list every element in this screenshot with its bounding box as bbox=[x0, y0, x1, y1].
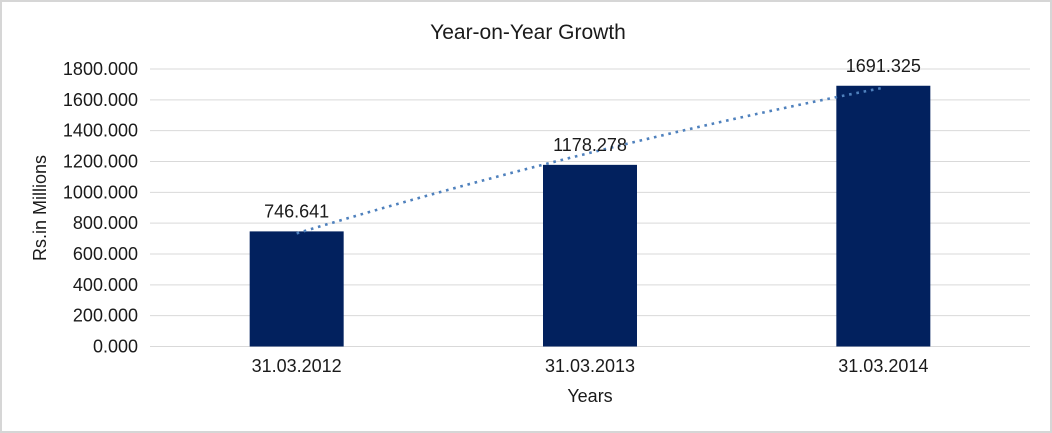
y-tick-label: 200.000 bbox=[73, 306, 138, 326]
category-label: 31.03.2014 bbox=[838, 356, 928, 376]
y-tick-label: 0.000 bbox=[93, 337, 138, 357]
category-label: 31.03.2012 bbox=[252, 356, 342, 376]
data-label: 746.641 bbox=[264, 201, 329, 221]
x-axis-title: Years bbox=[567, 386, 612, 406]
y-tick-label: 1800.000 bbox=[63, 59, 138, 79]
chart-title: Year-on-Year Growth bbox=[430, 21, 626, 44]
bar bbox=[249, 231, 344, 347]
y-tick-label: 400.000 bbox=[73, 275, 138, 295]
data-labels: 746.641 1178.278 1691.325 bbox=[264, 56, 921, 222]
y-tick-label: 1000.000 bbox=[63, 182, 138, 202]
data-label: 1691.325 bbox=[846, 56, 921, 76]
x-axis-category-labels: 31.03.2012 31.03.2013 31.03.2014 bbox=[252, 356, 929, 376]
data-label: 1178.278 bbox=[553, 135, 627, 155]
y-axis-title: Rs.in Millions bbox=[30, 155, 50, 261]
bar bbox=[543, 164, 637, 347]
bar bbox=[836, 85, 931, 347]
y-tick-label: 1400.000 bbox=[63, 121, 138, 141]
trendline-dotted-icon bbox=[296, 86, 884, 235]
bars bbox=[249, 85, 931, 347]
y-tick-label: 1200.000 bbox=[63, 152, 138, 172]
y-tick-label: 1600.000 bbox=[63, 90, 138, 110]
y-axis-tick-labels: 0.000 200.000 400.000 600.000 800.000 1000.00… bbox=[63, 59, 138, 357]
category-label: 31.03.2013 bbox=[545, 356, 635, 376]
y-tick-label: 800.000 bbox=[73, 213, 138, 233]
y-tick-label: 600.000 bbox=[73, 244, 138, 264]
